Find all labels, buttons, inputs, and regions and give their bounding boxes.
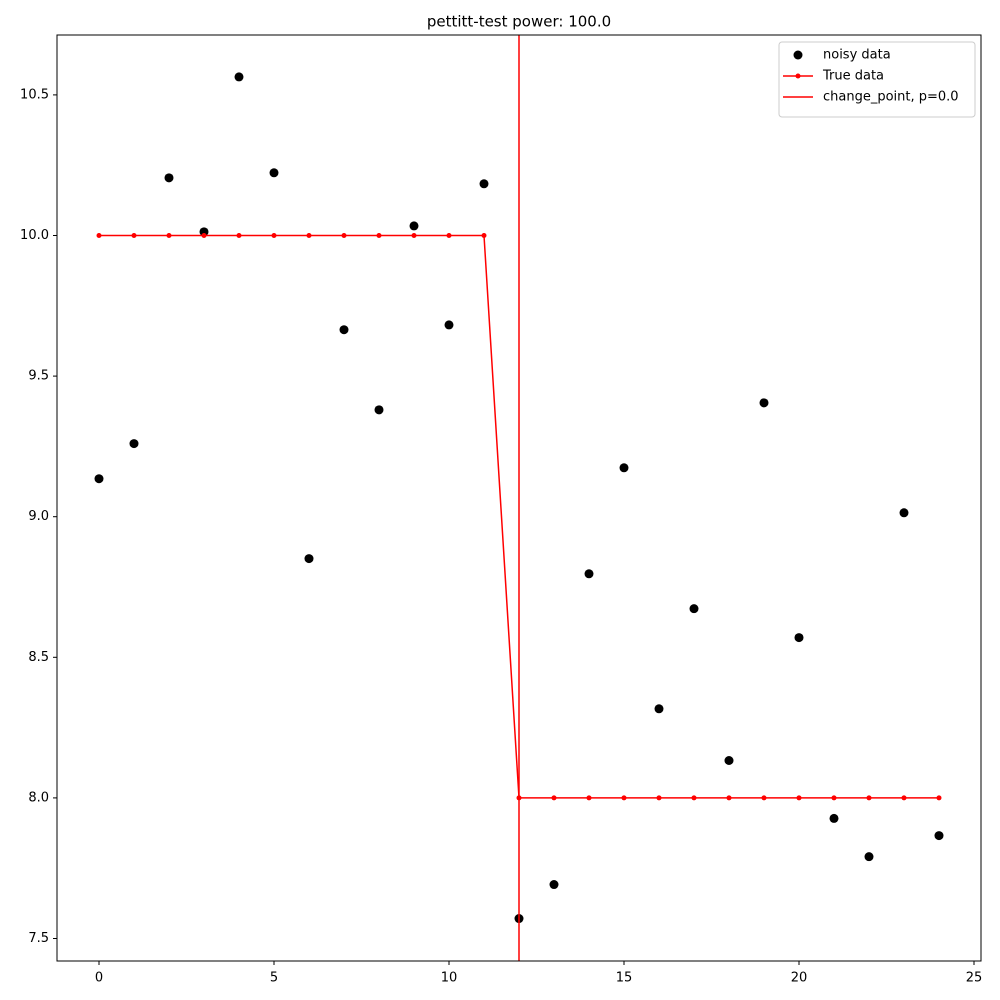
scatter-point (619, 463, 629, 473)
legend-marker (795, 73, 801, 79)
scatter-point (129, 439, 139, 449)
scatter-point (584, 569, 594, 579)
legend-marker (793, 50, 803, 60)
true-point (831, 795, 837, 801)
x-tick-label: 20 (791, 971, 808, 986)
true-point (936, 795, 942, 801)
plot-area (94, 35, 944, 961)
x-tick-label: 15 (616, 971, 633, 986)
x-tick-label: 25 (966, 971, 983, 986)
y-tick-label: 9.0 (28, 509, 49, 524)
chart-title: pettitt-test power: 100.0 (427, 13, 611, 31)
y-tick-label: 10.5 (20, 87, 49, 102)
true-point (236, 232, 242, 238)
y-tick-label: 10.0 (20, 228, 49, 243)
scatter-point (164, 173, 174, 183)
scatter-point (234, 72, 244, 82)
true-point (131, 232, 137, 238)
true-point (866, 795, 872, 801)
scatter-point (794, 633, 804, 643)
y-tick-label: 8.0 (28, 790, 49, 805)
true-point (446, 232, 452, 238)
scatter-point (199, 227, 209, 237)
scatter-point (864, 852, 874, 862)
true-point (656, 795, 662, 801)
legend-label: change_point, p=0.0 (823, 90, 959, 105)
x-tick-label: 0 (95, 971, 103, 986)
scatter-point (724, 756, 734, 766)
legend-box (778, 41, 976, 118)
true-point (306, 232, 312, 238)
true-point (341, 232, 347, 238)
scatter-point (269, 168, 279, 178)
true-point (481, 232, 487, 238)
true-point (201, 232, 207, 238)
true-point (621, 795, 627, 801)
scatter-point (304, 554, 314, 564)
true-point (901, 795, 907, 801)
true-point (796, 795, 802, 801)
true-point (271, 232, 277, 238)
scatter-point (374, 405, 384, 415)
y-tick-label: 8.5 (28, 650, 49, 665)
scatter-point (899, 508, 909, 518)
scatter-point (409, 221, 419, 231)
scatter-point (479, 179, 489, 189)
true-point (166, 232, 172, 238)
true-point (726, 795, 732, 801)
x-tick-label: 10 (441, 971, 458, 986)
scatter-point (339, 325, 349, 335)
true-point (96, 232, 102, 238)
true-point (376, 232, 382, 238)
scatter-point (549, 880, 559, 890)
true-point (586, 795, 592, 801)
scatter-point (444, 320, 454, 330)
true-point (761, 795, 767, 801)
true-point (551, 795, 557, 801)
scatter-point (934, 831, 944, 841)
scatter-point (829, 813, 839, 823)
x-tick-label: 5 (270, 971, 278, 986)
scatter-point (94, 474, 104, 484)
true-point (691, 795, 697, 801)
true-point (411, 232, 417, 238)
y-tick-label: 9.5 (28, 369, 49, 384)
scatter-point (654, 704, 664, 714)
legend-label: True data (822, 69, 884, 84)
axes-frame (56, 34, 982, 962)
legend-label: noisy data (823, 48, 891, 63)
y-tick-label: 7.5 (28, 931, 49, 946)
scatter-point (689, 604, 699, 614)
scatter-point (759, 398, 769, 408)
